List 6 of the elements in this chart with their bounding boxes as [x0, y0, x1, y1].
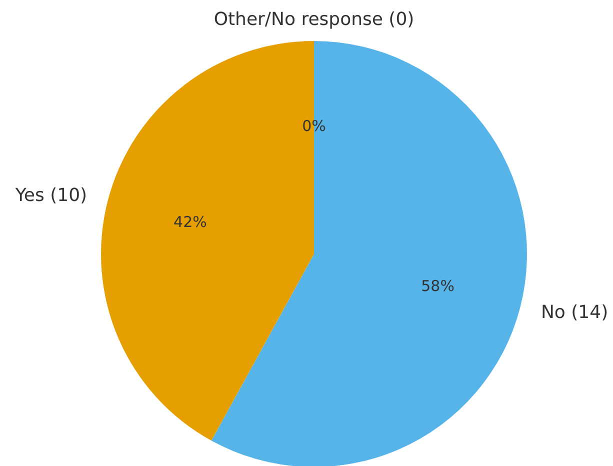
- slice-label: Yes (10): [14, 185, 88, 206]
- slice-label: No (14): [540, 302, 608, 323]
- data-label: 42%: [174, 213, 207, 232]
- text: 0%: [302, 117, 326, 136]
- data-label: 58%: [421, 276, 454, 295]
- category-label: Other/No response (0): [214, 9, 414, 30]
